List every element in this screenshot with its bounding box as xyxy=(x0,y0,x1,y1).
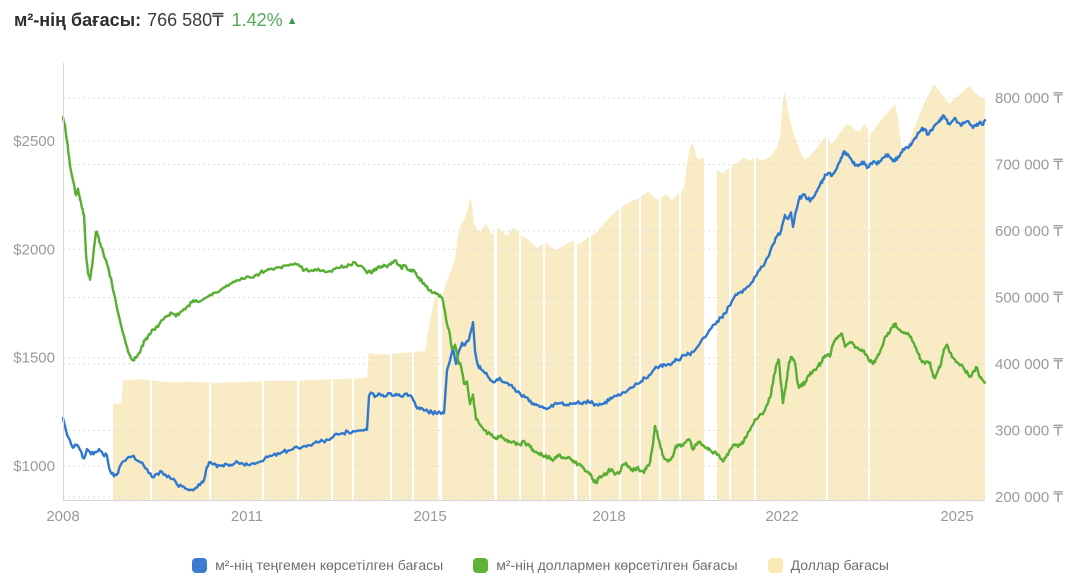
data-gap xyxy=(543,64,545,500)
right-axis-label: 600 000 ₸ xyxy=(995,223,1063,240)
x-axis-label: 2018 xyxy=(592,508,625,525)
data-gap xyxy=(494,64,497,500)
right-axis-label: 200 000 ₸ xyxy=(995,489,1063,506)
chart-header: м²-нің бағасы: 766 580₸ 1.42% ▲ xyxy=(14,10,298,31)
x-axis-label: 2015 xyxy=(413,508,446,525)
legend-label: Доллар бағасы xyxy=(790,557,889,573)
trend-up-icon: ▲ xyxy=(286,15,298,27)
data-gap xyxy=(639,64,641,500)
x-axis-label: 2022 xyxy=(765,508,798,525)
data-gap xyxy=(297,64,299,500)
left-axis-label: $2500 xyxy=(13,133,55,150)
x-axis-label: 2025 xyxy=(940,508,973,525)
data-gap xyxy=(704,64,717,500)
data-gap xyxy=(659,64,661,500)
data-gap xyxy=(262,64,264,500)
right-axis-label: 800 000 ₸ xyxy=(995,90,1063,107)
data-gap xyxy=(331,64,333,500)
legend-item-dollar-price-line[interactable]: м²-нің доллармен көрсетілген бағасы xyxy=(473,557,738,573)
data-gap xyxy=(826,64,828,500)
right-axis-label: 700 000 ₸ xyxy=(995,156,1063,173)
price-change-percent: 1.42% xyxy=(231,10,283,30)
legend-swatch-usd-rate-area xyxy=(767,557,783,573)
left-axis-label: $1000 xyxy=(13,458,55,475)
right-axis-label: 300 000 ₸ xyxy=(995,423,1063,440)
data-gap xyxy=(619,64,621,500)
data-gap xyxy=(209,64,211,500)
data-gap xyxy=(679,64,681,500)
data-gap xyxy=(352,64,354,500)
dollar-price-line[interactable] xyxy=(61,116,987,485)
left-axis-label: $1500 xyxy=(13,350,55,367)
data-gap xyxy=(574,64,577,500)
data-gap xyxy=(412,64,414,500)
data-gap xyxy=(589,64,591,500)
left-axis-label: $2000 xyxy=(13,241,55,258)
tenge-price-line[interactable] xyxy=(61,114,987,492)
price-label: м²-нің бағасы: xyxy=(14,10,142,30)
x-axis-label: 2008 xyxy=(46,508,79,525)
data-gap xyxy=(390,64,392,500)
legend-swatch-dollar-price-line xyxy=(473,557,489,573)
data-gap xyxy=(729,64,731,500)
data-gap xyxy=(519,64,521,500)
right-axis-label: 400 000 ₸ xyxy=(995,356,1063,373)
legend-item-usd-rate-area[interactable]: Доллар бағасы xyxy=(767,557,889,573)
legend-label: м²-нің доллармен көрсетілген бағасы xyxy=(496,557,738,573)
data-gap xyxy=(754,64,756,500)
usd-rate-area[interactable] xyxy=(113,83,985,501)
legend-item-tenge-price-line[interactable]: м²-нің теңгемен көрсетілген бағасы xyxy=(192,557,443,573)
price-value: 766 580₸ xyxy=(147,10,224,30)
chart-legend: м²-нің теңгемен көрсетілген бағасы м²-нің… xyxy=(0,557,1081,573)
data-gap xyxy=(150,64,152,500)
data-gap xyxy=(438,64,442,500)
data-gap xyxy=(868,64,870,500)
right-axis-label: 500 000 ₸ xyxy=(995,289,1063,306)
legend-label: м²-нің теңгемен көрсетілген бағасы xyxy=(215,557,444,573)
x-axis-label: 2011 xyxy=(231,508,263,525)
legend-swatch-tenge-price-line xyxy=(192,557,208,573)
